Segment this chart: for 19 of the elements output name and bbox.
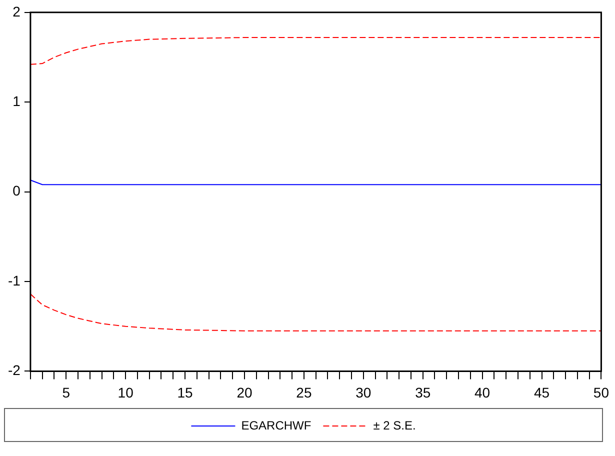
x-tick-label: 50 — [593, 384, 610, 400]
x-tick-label: 25 — [296, 384, 312, 400]
x-tick-label: 10 — [118, 384, 134, 400]
x-tick-label: 20 — [236, 384, 252, 400]
x-tick-label: 35 — [415, 384, 431, 400]
x-tick-label: 45 — [534, 384, 550, 400]
legend-label: EGARCHWF — [241, 418, 312, 432]
y-tick-label: 0 — [12, 182, 21, 199]
y-tick-label: 1 — [12, 92, 21, 109]
x-tick-label: 40 — [474, 384, 490, 400]
legend-label: ± 2 S.E. — [373, 418, 416, 432]
x-tick-label: 5 — [62, 384, 70, 400]
line-series — [30, 37, 602, 65]
y-tick-label: 2 — [12, 3, 21, 20]
x-tick-label: 15 — [177, 384, 194, 400]
y-tick-label: -1 — [8, 272, 21, 288]
x-tick-label: 30 — [356, 384, 372, 400]
line-series — [30, 294, 602, 332]
y-tick-label: -2 — [8, 362, 21, 378]
